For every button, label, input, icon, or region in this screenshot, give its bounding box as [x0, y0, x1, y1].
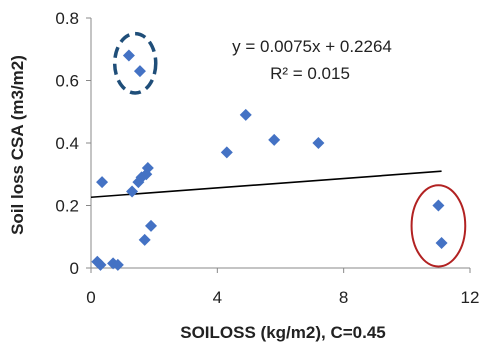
y-tick-label: 0.8 — [55, 9, 79, 28]
data-point — [133, 65, 146, 78]
x-tick-label: 12 — [461, 288, 480, 307]
data-point — [111, 258, 124, 271]
y-tick-label: 0.2 — [55, 197, 79, 216]
y-tick-label: 0.6 — [55, 72, 79, 91]
data-point — [126, 185, 139, 198]
data-point — [138, 233, 151, 246]
data-point — [122, 49, 135, 62]
x-tick-label: 8 — [339, 288, 348, 307]
data-point — [239, 108, 252, 121]
r-squared-label: R² = 0.015 — [270, 64, 350, 83]
highlight-ellipse — [410, 184, 467, 268]
data-point — [145, 219, 158, 232]
data-point — [435, 237, 448, 249]
data-point — [268, 133, 281, 146]
data-point — [96, 176, 109, 189]
data-point — [94, 258, 107, 271]
y-tick-label: 0.4 — [55, 134, 79, 153]
data-point — [312, 137, 325, 149]
trendline-equation: y = 0.0075x + 0.2264 — [232, 37, 392, 56]
data-point — [220, 146, 233, 159]
y-tick-label: 0 — [70, 259, 79, 278]
y-axis-title: Soil loss CSA (m3/m2) — [8, 55, 27, 235]
trendline — [90, 170, 442, 199]
highlight-dashed-circle — [112, 31, 158, 95]
data-point — [141, 162, 154, 174]
x-tick-label: 4 — [213, 288, 222, 307]
plot-area: 0 0.2 0.4 0.6 0.8 0 4 8 12 — [55, 9, 479, 307]
x-tick-label: 0 — [86, 288, 95, 307]
x-axis-title: SOILOSS (kg/m2), C=0.45 — [180, 323, 386, 342]
data-point — [432, 199, 445, 212]
